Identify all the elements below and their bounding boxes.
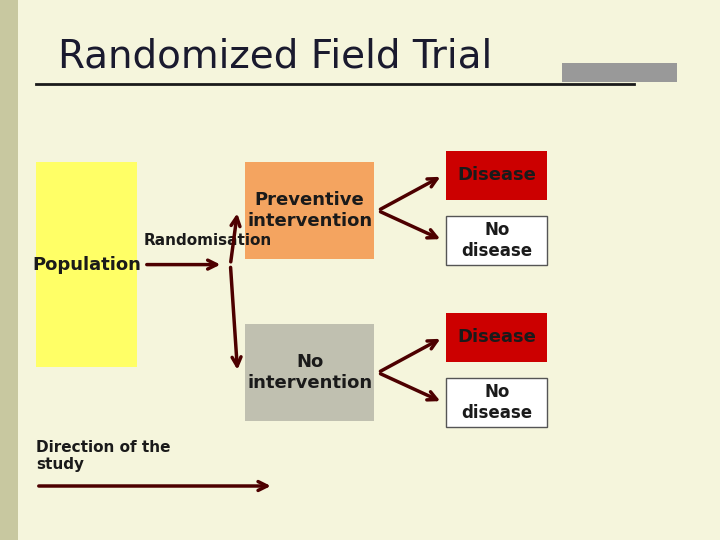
Text: Randomisation: Randomisation — [144, 233, 272, 248]
Text: Randomized Field Trial: Randomized Field Trial — [58, 38, 492, 76]
FancyBboxPatch shape — [446, 151, 547, 200]
FancyBboxPatch shape — [245, 324, 374, 421]
FancyBboxPatch shape — [562, 63, 677, 82]
FancyBboxPatch shape — [245, 162, 374, 259]
FancyBboxPatch shape — [36, 162, 137, 367]
Text: Disease: Disease — [457, 166, 536, 185]
Text: Direction of the
study: Direction of the study — [36, 440, 171, 472]
Text: Population: Population — [32, 255, 141, 274]
Text: No
disease: No disease — [462, 221, 532, 260]
Text: No
disease: No disease — [462, 383, 532, 422]
FancyBboxPatch shape — [446, 313, 547, 362]
FancyBboxPatch shape — [446, 378, 547, 427]
FancyBboxPatch shape — [0, 0, 18, 540]
Text: Disease: Disease — [457, 328, 536, 347]
Text: No
intervention: No intervention — [247, 353, 372, 392]
Text: Preventive
intervention: Preventive intervention — [247, 191, 372, 230]
FancyBboxPatch shape — [446, 216, 547, 265]
